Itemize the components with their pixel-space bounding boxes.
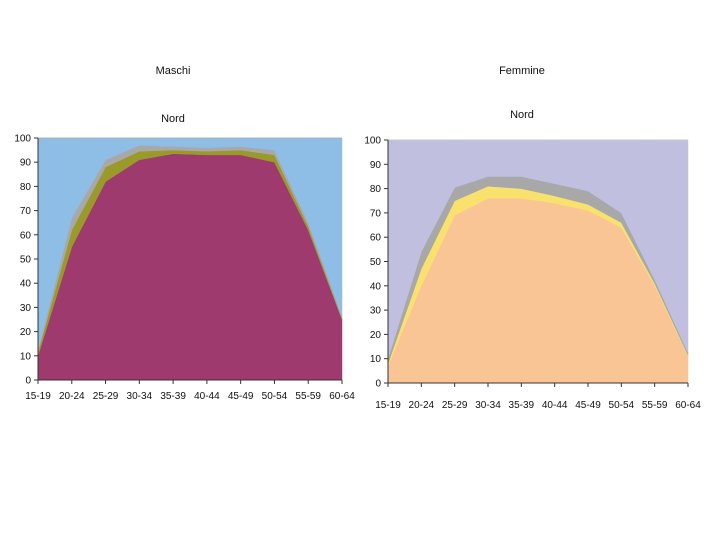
right-chart-title: Femmine	[499, 65, 545, 77]
maschi-x-tick-label: 35-39	[160, 391, 186, 402]
maschi-x-tick-label: 60-64	[329, 391, 355, 402]
femmine-x-tick-label: 30-34	[475, 400, 501, 411]
left-chart-title: Maschi	[155, 65, 191, 77]
maschi-y-tick-label: 80	[20, 182, 32, 193]
maschi-y-tick-label: 90	[20, 158, 32, 169]
maschi-y-tick-label: 40	[20, 279, 32, 290]
maschi-x-tick-label: 50-54	[262, 391, 288, 402]
femmine-y-tick-label: 10	[370, 354, 382, 365]
femmine-x-tick-label: 60-64	[675, 400, 701, 411]
femmine-y-tick-label: 60	[370, 233, 382, 244]
femmine-y-tick-label: 20	[370, 330, 382, 341]
femmine-x-tick-label: 45-49	[575, 400, 601, 411]
maschi-y-tick-label: 100	[14, 134, 31, 145]
femmine-x-tick-label: 15-19	[375, 400, 401, 411]
femmine-y-tick-label: 80	[370, 184, 382, 195]
femmine-y-tick-label: 0	[375, 379, 381, 390]
maschi-x-tick-label: 20-24	[59, 391, 85, 402]
femmine-x-tick-label: 25-29	[442, 400, 468, 411]
maschi-x-tick-label: 30-34	[127, 391, 153, 402]
maschi-x-tick-label: 55-59	[295, 391, 321, 402]
femmine-x-tick-label: 55-59	[642, 400, 668, 411]
femmine-y-tick-label: 70	[370, 208, 382, 219]
maschi-y-tick-label: 60	[20, 230, 32, 241]
maschi-y-tick-label: 10	[20, 351, 32, 362]
maschi-y-tick-label: 0	[25, 376, 31, 387]
maschi-x-tick-label: 15-19	[25, 391, 51, 402]
femmine-x-tick-label: 20-24	[409, 400, 435, 411]
maschi-y-tick-label: 20	[20, 327, 32, 338]
right-chart-region: Nord	[510, 109, 534, 121]
maschi-y-tick-label: 30	[20, 303, 32, 314]
femmine-y-tick-label: 90	[370, 160, 382, 171]
femmine-y-tick-label: 30	[370, 306, 382, 317]
femmine-y-tick-label: 50	[370, 257, 382, 268]
maschi-y-tick-label: 50	[20, 255, 32, 266]
femmine-y-tick-label: 40	[370, 281, 382, 292]
maschi-y-tick-label: 70	[20, 206, 32, 217]
femmine-x-tick-label: 35-39	[509, 400, 535, 411]
femmine-y-tick-label: 100	[364, 136, 381, 147]
femmine-x-tick-label: 40-44	[542, 400, 568, 411]
maschi-x-tick-label: 45-49	[228, 391, 254, 402]
femmine-x-tick-label: 50-54	[609, 400, 635, 411]
maschi-x-tick-label: 40-44	[194, 391, 220, 402]
maschi-x-tick-label: 25-29	[93, 391, 119, 402]
left-chart-region: Nord	[161, 113, 185, 125]
